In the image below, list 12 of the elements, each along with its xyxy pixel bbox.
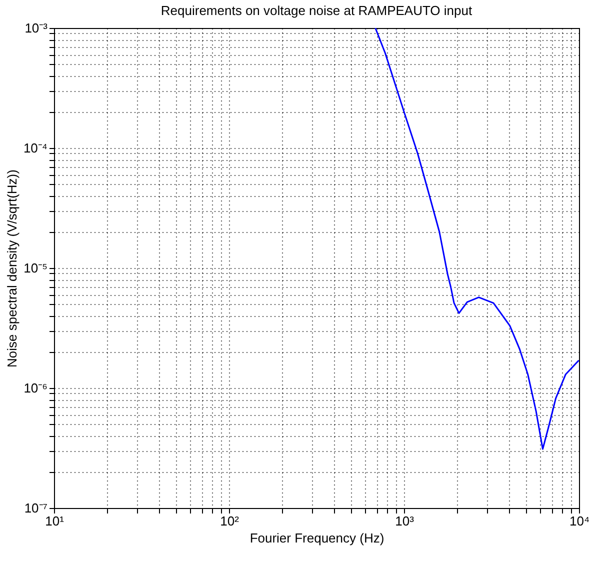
x-tick-label: 10² [220,514,240,528]
y-tick-label: 10⁻⁶ [24,380,48,396]
x-tick-label: 10⁴ [569,514,590,528]
x-tick-label: 10¹ [45,514,65,528]
x-axis-title: Fourier Frequency (Hz) [250,530,384,546]
chart-title: Requirements on voltage noise at RAMPEAUTO input [160,3,472,18]
y-tick-label: 10⁻⁷ [24,500,48,516]
y-axis-title: Noise spectral density (V/sqrt(Hz)) [4,170,20,368]
y-tick-label: 10⁻³ [24,20,48,36]
y-tick-label: 10⁻⁴ [23,140,48,156]
y-tick-label: 10⁻⁵ [24,260,48,276]
x-tick-label: 10³ [395,514,415,528]
